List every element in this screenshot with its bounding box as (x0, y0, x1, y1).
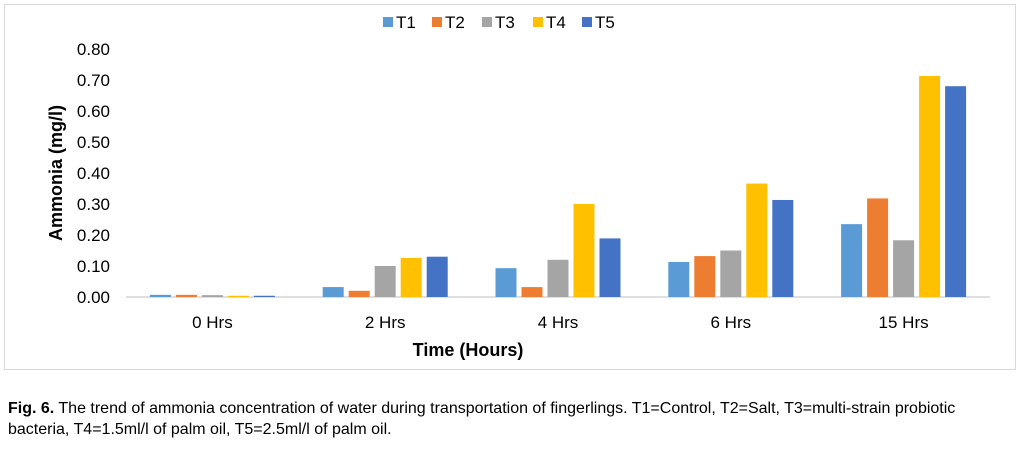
bar-t4 (573, 204, 595, 297)
x-tick-label: 6 Hrs (710, 313, 751, 332)
x-axis-title: Time (Hours) (413, 340, 524, 360)
legend-swatch-t2 (432, 17, 442, 27)
y-tick-label: 0.50 (77, 133, 110, 152)
x-tick-label: 4 Hrs (538, 313, 579, 332)
bar-t2 (348, 290, 370, 297)
y-tick-label: 0.70 (77, 71, 110, 90)
bar-t4 (746, 183, 768, 297)
y-tick-label: 0.10 (77, 257, 110, 276)
x-tick-label: 2 Hrs (365, 313, 406, 332)
bar-t3 (720, 250, 742, 297)
bar-t4 (227, 295, 249, 297)
bar-t5 (945, 86, 967, 297)
legend-swatch-t1 (383, 17, 393, 27)
y-tick-label: 0.30 (77, 195, 110, 214)
bar-t1 (668, 261, 690, 297)
bar-t5 (772, 199, 794, 297)
bar-t1 (495, 268, 517, 297)
figure-label: Fig. 6. (8, 400, 55, 417)
bar-t5 (599, 238, 621, 297)
bar-t2 (175, 294, 197, 297)
figure-caption: Fig. 6. The trend of ammonia concentrati… (8, 398, 1008, 440)
y-tick-label: 0.80 (77, 40, 110, 59)
bar-t5 (426, 256, 448, 297)
x-tick-label: 0 Hrs (192, 313, 233, 332)
y-tick-label: 0.40 (77, 164, 110, 183)
bar-t2 (521, 287, 543, 297)
legend-label-t2: T2 (445, 13, 465, 32)
legend-swatch-t5 (582, 17, 592, 27)
bar-t5 (253, 295, 275, 297)
bar-t3 (374, 266, 396, 297)
legend-label-t5: T5 (595, 13, 615, 32)
y-axis-title: Ammonia (mg/l) (46, 105, 66, 241)
y-tick-label: 0.00 (77, 288, 110, 307)
caption-text: The trend of ammonia concentration of wa… (8, 400, 956, 438)
bar-t3 (201, 295, 223, 297)
y-tick-label: 0.60 (77, 102, 110, 121)
legend-label-t1: T1 (396, 13, 416, 32)
y-tick-label: 0.20 (77, 226, 110, 245)
legend-label-t4: T4 (546, 13, 566, 32)
bar-t4 (919, 75, 941, 297)
bar-t2 (694, 256, 716, 297)
bar-t3 (547, 259, 569, 297)
bar-t1 (322, 287, 344, 297)
legend-swatch-t4 (533, 17, 543, 27)
bar-chart: 0.00 0.10 0.20 0.30 0.40 0.50 0.60 0.70 0.80 0 Hr… (46, 13, 990, 360)
legend-swatch-t3 (482, 17, 492, 27)
chart-frame (4, 4, 1016, 370)
bar-t2 (867, 198, 889, 297)
bar-t1 (841, 224, 863, 297)
bar-t3 (893, 240, 915, 297)
legend-label-t3: T3 (495, 13, 515, 32)
bar-t1 (149, 294, 171, 297)
x-tick-label: 15 Hrs (879, 313, 929, 332)
bar-t4 (400, 257, 422, 297)
